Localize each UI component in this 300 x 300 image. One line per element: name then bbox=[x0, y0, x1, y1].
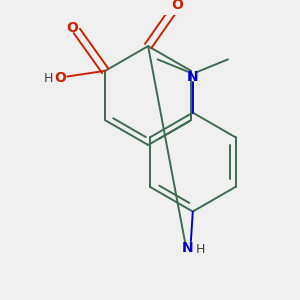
Text: O: O bbox=[55, 71, 67, 85]
Text: H: H bbox=[196, 243, 205, 256]
Text: H: H bbox=[44, 72, 53, 85]
Text: N: N bbox=[182, 241, 194, 255]
Text: O: O bbox=[172, 0, 184, 12]
Text: O: O bbox=[66, 21, 78, 35]
Text: N: N bbox=[187, 70, 199, 83]
